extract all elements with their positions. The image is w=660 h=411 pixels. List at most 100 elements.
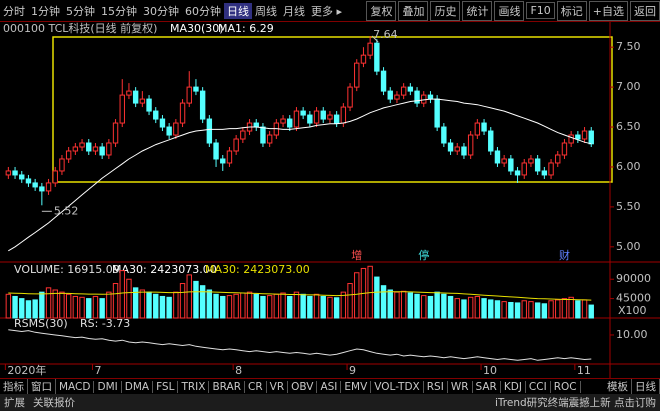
candle-body [186,86,192,104]
candle-body [106,142,112,156]
period-button[interactable]: 周线 [255,4,277,18]
candle-body [380,70,387,92]
volume-bar [327,296,333,319]
tool-button[interactable]: +自选 [588,0,628,21]
indicator-tab[interactable]: SAR [473,380,501,393]
volume-bar [233,293,239,319]
volume-bar [213,293,219,319]
candle-body [508,158,514,172]
volume-bar [5,293,12,319]
period-button[interactable]: 60分钟 [185,4,221,18]
volume-bar [508,301,514,319]
period-button[interactable]: 15分钟 [101,4,137,18]
rsms-title: RSMS(30) [14,317,68,330]
volume-bar [112,283,119,319]
volume-unit: X100 [618,304,647,317]
candle-body [39,186,45,192]
candle-body [514,170,521,176]
indicator-tab[interactable]: DMA [122,380,154,393]
stock-title: 000100 TCL科技(日线 前复权) [3,21,157,35]
volume-bar [166,296,172,319]
volume-bar [307,295,313,319]
tool-button[interactable]: 叠加 [398,0,429,21]
candle-body [461,146,467,156]
volume-bar [488,299,494,319]
candle-body [233,138,239,152]
y-tick-label: 6.50 [616,120,641,133]
period-button[interactable]: 5分钟 [66,4,95,18]
candle-body [534,158,541,172]
candle-body [166,126,172,136]
candle-body [199,90,206,120]
volume-bar [173,291,179,319]
indicator-tab[interactable]: BRAR [209,380,245,393]
tool-button[interactable]: F10 [526,2,555,19]
indicator-tab[interactable]: EMV [341,380,372,393]
view-tab[interactable]: 模板 [604,379,632,394]
period-button[interactable]: 30分钟 [143,4,179,18]
period-button[interactable]: 分时 [3,4,25,18]
indicator-tab[interactable]: ROC [551,380,581,393]
indicator-tab[interactable]: ASI [317,380,342,393]
period-button[interactable]: 更多 ▸ [311,4,343,18]
indicator-tab[interactable]: 指标 [0,379,28,394]
indicator-tab[interactable]: CCI [526,380,551,393]
period-button[interactable]: 日线 [224,2,252,19]
y-tick-label: 45000 [616,292,651,305]
candle-body [360,54,367,64]
tool-button[interactable]: 画线 [494,0,525,21]
candle-body [266,134,273,144]
candle-body [441,126,447,144]
volume-bar [226,295,233,319]
indicator-tab[interactable]: VOL-TDX [371,380,424,393]
indicator-tab[interactable]: 窗口 [28,379,56,394]
period-button[interactable]: 1分钟 [31,4,60,18]
status-button[interactable]: 扩展 [4,397,25,409]
candle-body [307,114,313,124]
tool-button[interactable]: 复权 [366,0,397,21]
volume-bar [12,295,18,319]
volume-bar [313,293,320,319]
view-tab[interactable]: 日线 [632,379,660,394]
status-button[interactable]: 关联报价 [33,397,75,409]
tool-button[interactable]: 标记 [556,0,587,21]
tool-button[interactable]: 返回 [630,0,660,21]
indicator-tab[interactable]: RSI [424,380,448,393]
volume-bar [467,296,474,319]
period-button[interactable]: 月线 [283,4,305,18]
promo-link[interactable]: iTrend研究终端震撼上新 点击订购 [495,397,656,409]
indicator-tab[interactable]: FSL [153,380,179,393]
volume-bar [32,299,38,319]
volume-bar [494,300,501,319]
candle-body [421,94,427,104]
tool-button[interactable]: 历史 [430,0,461,21]
candle-body [92,146,99,152]
candle-body [99,146,105,156]
candle-body [400,86,407,96]
selection-box [52,36,613,183]
candle-body [467,134,474,156]
volume-bar [59,291,65,319]
indicator-tab[interactable]: OBV [288,380,318,393]
volume-bar [146,291,152,319]
x-tick-label: 9 [349,364,356,377]
candle-body [501,158,507,164]
indicator-tab[interactable]: DMI [94,380,122,393]
indicator-tab[interactable]: WR [448,380,473,393]
candle-body [132,90,139,104]
indicator-tab[interactable]: TRIX [178,380,210,393]
indicator-tab[interactable]: VR [267,380,289,393]
volume-bar [421,295,427,319]
volume-bar [548,300,554,319]
candle-body [541,170,548,176]
candle-body [25,178,32,184]
indicator-tab[interactable]: MACD [56,380,95,393]
tool-button[interactable]: 统计 [462,0,493,21]
volume-bar [266,295,273,319]
candle-body [12,170,18,176]
indicator-tab[interactable]: CR [245,380,267,393]
candle-body [374,42,380,72]
indicator-tab[interactable]: KDJ [501,380,526,393]
toolbar: 分时 1分钟 5分钟 15分钟 30分钟 60分钟 日线 周线 月线 更多 ▸ 复权 叠加 历史 统计 画线… [0,0,660,22]
